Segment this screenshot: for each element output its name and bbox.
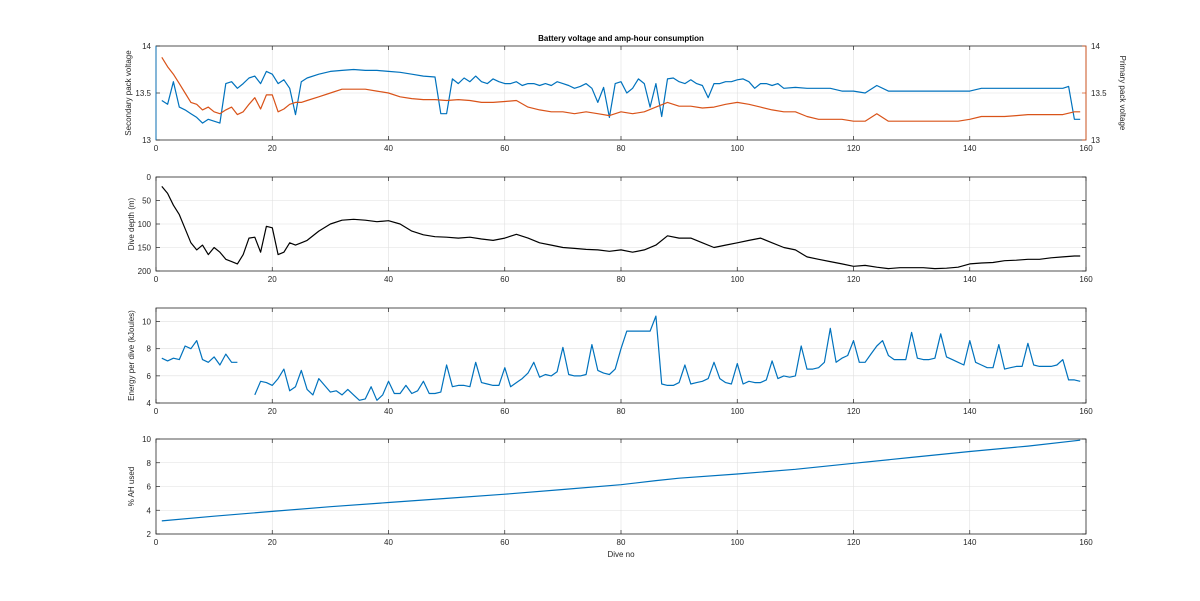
x-tick-label: 140	[963, 275, 977, 284]
y-tick-label: 10	[142, 435, 151, 444]
series-line-0	[161, 186, 1081, 270]
x-tick-label: 40	[384, 407, 393, 416]
series-line-1	[161, 56, 1081, 122]
x-tick-label: 20	[268, 407, 277, 416]
x-tick-label: 120	[847, 407, 861, 416]
y-axis-label: % AH used	[127, 467, 136, 507]
subplot-ah-used: 0 20 40 60 80 100 120 140 160 2 4 6 8 10 % AH used Dive…	[127, 435, 1093, 559]
chart-title: Battery voltage and amp-hour consumption	[538, 34, 704, 43]
x-tick-label: 0	[154, 407, 159, 416]
x-tick-label: 60	[500, 144, 509, 153]
series-line-1	[254, 315, 1081, 401]
x-tick-label: 40	[384, 538, 393, 547]
y-tick-label: 2	[147, 530, 152, 539]
subplot-energy: 0 20 40 60 80 100 120 140 160 4 6 8 10 Energy per div…	[127, 307, 1093, 416]
series-line-0	[161, 68, 1081, 124]
y-right-tick-label: 13.5	[1091, 89, 1107, 98]
x-tick-label: 20	[268, 275, 277, 284]
x-tick-label: 160	[1079, 538, 1093, 547]
x-tick-label: 0	[154, 275, 159, 284]
y-tick-label: 100	[138, 220, 152, 229]
y-axis-label: Dive depth (m)	[127, 197, 136, 250]
x-tick-label: 60	[500, 538, 509, 547]
x-tick-label: 100	[731, 144, 745, 153]
x-tick-label: 120	[847, 538, 861, 547]
y-right-tick-label: 13	[1091, 136, 1100, 145]
x-tick-label: 100	[731, 275, 745, 284]
y-tick-label: 6	[147, 483, 152, 492]
x-tick-label: 120	[847, 275, 861, 284]
y-axis-label-left: Secondary pack voltage	[124, 50, 133, 136]
y-tick-label: 8	[147, 345, 152, 354]
y-tick-label: 50	[142, 197, 151, 206]
x-tick-label: 0	[154, 144, 159, 153]
x-tick-label: 160	[1079, 144, 1093, 153]
x-tick-label: 100	[731, 538, 745, 547]
y-tick-label: 10	[142, 318, 151, 327]
x-tick-label: 100	[731, 407, 745, 416]
x-tick-label: 140	[963, 144, 977, 153]
x-tick-label: 80	[617, 144, 626, 153]
x-tick-label: 0	[154, 538, 159, 547]
y-tick-label: 8	[147, 459, 152, 468]
series-line-0	[161, 340, 238, 366]
series-line-0	[161, 439, 1081, 522]
y-tick-label: 4	[147, 399, 152, 408]
x-tick-label: 140	[963, 538, 977, 547]
x-tick-label: 60	[500, 407, 509, 416]
y-tick-label: 6	[147, 372, 152, 381]
x-tick-label: 40	[384, 144, 393, 153]
x-tick-label: 80	[617, 275, 626, 284]
x-tick-label: 20	[268, 538, 277, 547]
y-tick-label: 4	[147, 506, 152, 515]
x-tick-label: 80	[617, 538, 626, 547]
y-axis-label: Energy per dive (kJoules)	[127, 310, 136, 401]
x-tick-label: 40	[384, 275, 393, 284]
x-tick-label: 20	[268, 144, 277, 153]
y-tick-label: 13	[142, 136, 151, 145]
y-tick-label: 14	[142, 42, 151, 51]
x-tick-label: 160	[1079, 275, 1093, 284]
x-tick-label: 120	[847, 144, 861, 153]
y-right-tick-label: 14	[1091, 42, 1100, 51]
y-tick-label: 13.5	[135, 89, 151, 98]
y-tick-label: 0	[147, 173, 152, 182]
subplot-voltage: 0 20 40 60 80 100 120 140 1601313.5141313.514Sec…	[124, 34, 1127, 153]
x-axis-label: Dive no	[607, 550, 635, 559]
y-axis-label-right: Primary pack voltage	[1118, 56, 1127, 131]
x-tick-label: 160	[1079, 407, 1093, 416]
y-tick-label: 200	[138, 267, 152, 276]
x-tick-label: 60	[500, 275, 509, 284]
subplot-depth: 0 20 40 60 80 100 120 140 160 0 50 100 150 200 Dive de…	[127, 173, 1093, 284]
x-tick-label: 80	[617, 407, 626, 416]
y-tick-label: 150	[138, 244, 152, 253]
x-tick-label: 140	[963, 407, 977, 416]
